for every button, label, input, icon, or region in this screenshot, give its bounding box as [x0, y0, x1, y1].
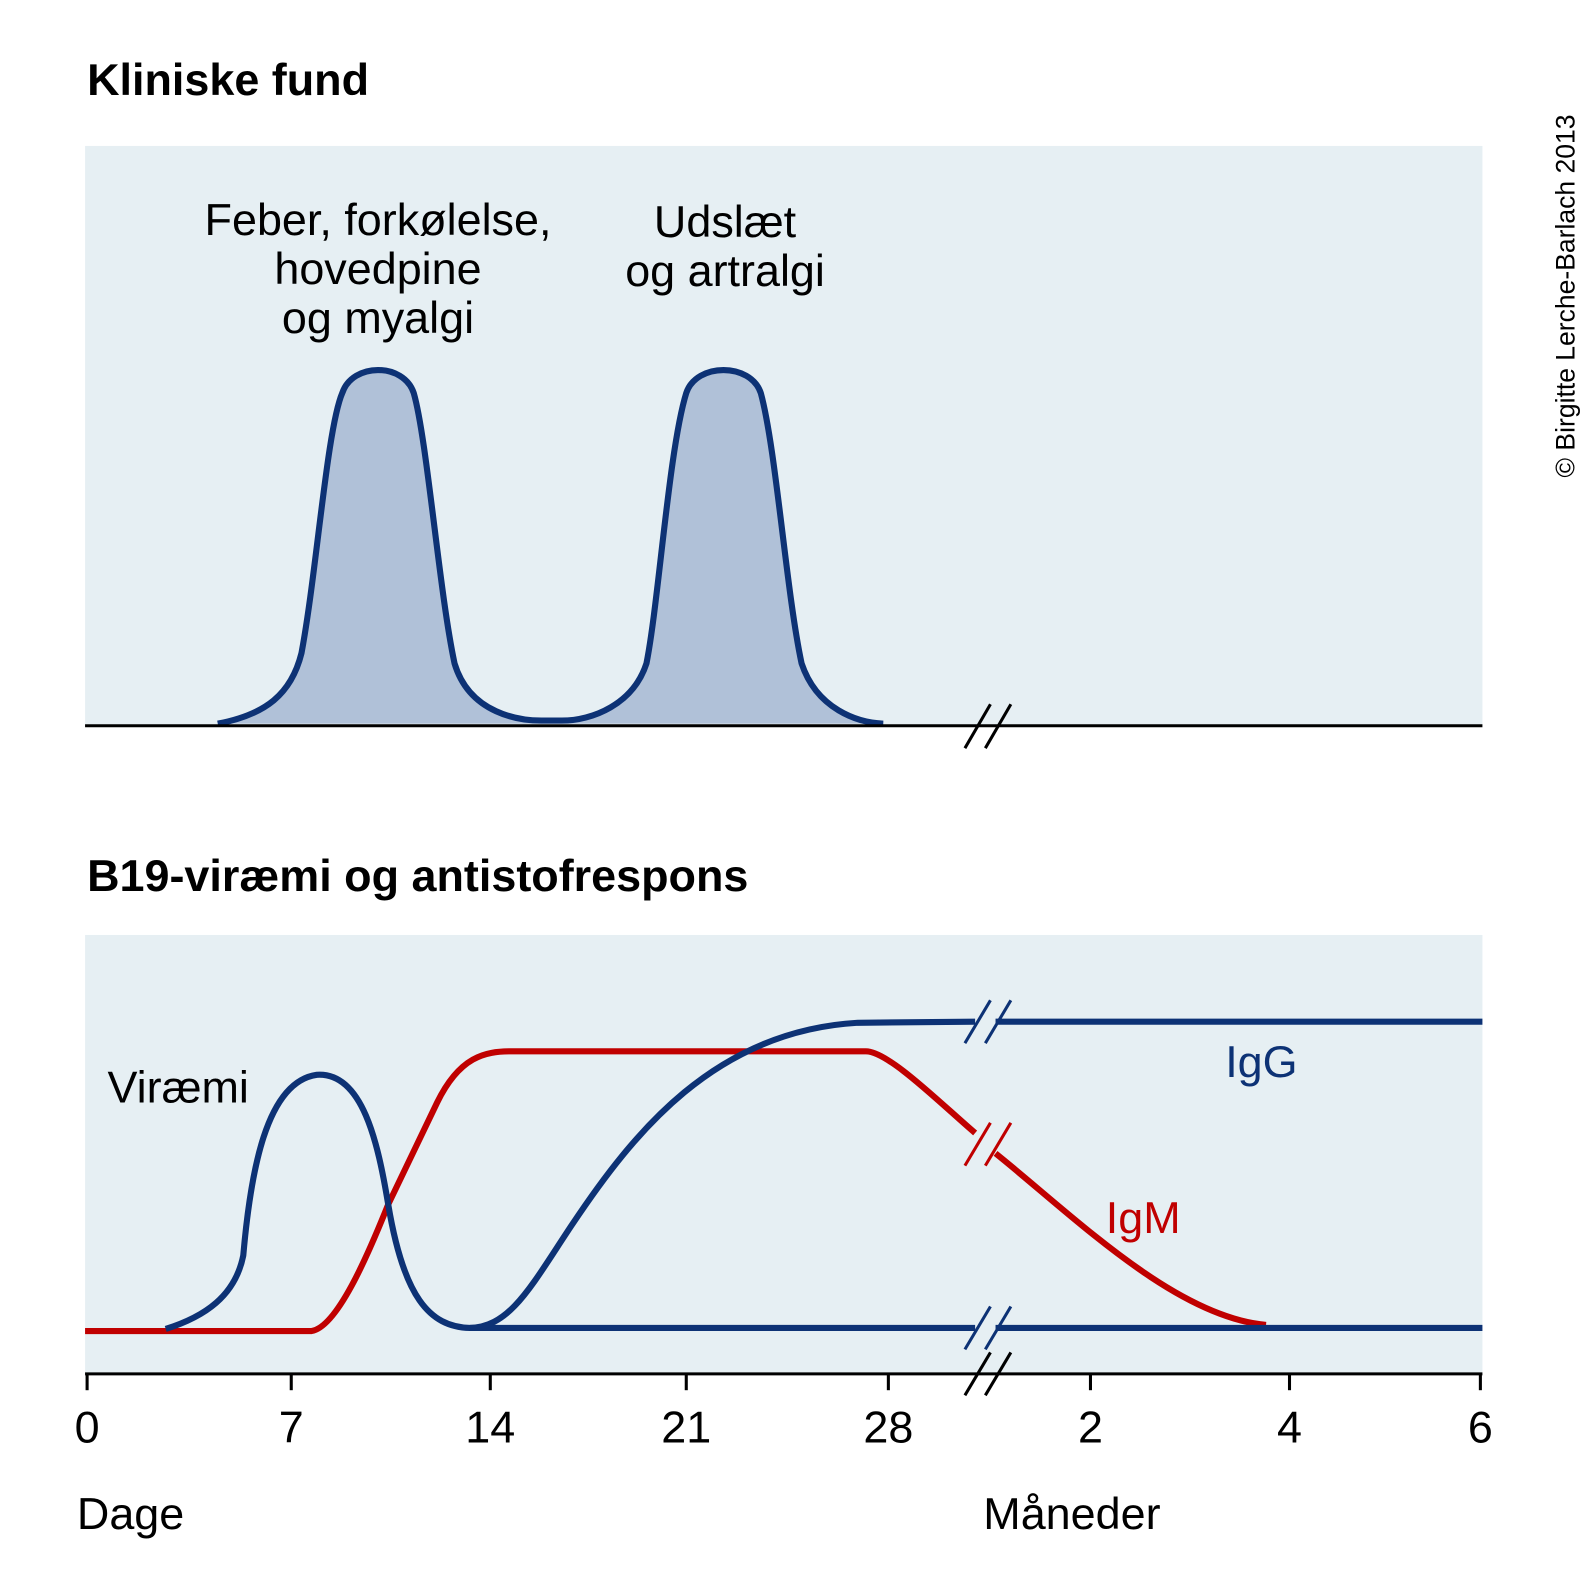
tick-label: 14 — [465, 1401, 515, 1452]
panel-title: Kliniske fund — [87, 54, 369, 105]
axis-break — [963, 703, 1013, 749]
annotation-line: hovedpine — [274, 243, 481, 294]
curve-label: Viræmi — [108, 1061, 249, 1112]
tick-label: 21 — [661, 1401, 711, 1452]
curve-label: IgM — [1106, 1192, 1181, 1243]
annotation-line: Feber, forkølelse, — [205, 194, 552, 245]
panel-background — [85, 934, 1483, 1374]
curves — [85, 1018, 1483, 1335]
symptom-curve — [217, 367, 884, 727]
annotation-line: og artralgi — [625, 245, 825, 296]
tick-label: 2 — [1078, 1401, 1103, 1452]
axis-title: Dage — [77, 1488, 184, 1539]
axis-title: Måneder — [983, 1488, 1160, 1539]
igm-curve — [85, 1048, 1267, 1335]
tick-label: 0 — [75, 1401, 100, 1452]
axis-break — [963, 999, 1013, 1397]
copyright: © Birgitte Lerche-Barlach 2013 — [1550, 115, 1580, 478]
curve-label: IgG — [1225, 1036, 1297, 1087]
annotation-line: og myalgi — [282, 292, 474, 343]
tick-label: 4 — [1277, 1401, 1302, 1452]
tick-label: 28 — [863, 1401, 913, 1452]
annotation-line: Udslæt — [654, 196, 797, 247]
viremia-curve — [164, 1071, 1483, 1332]
igg-curve — [469, 1018, 1483, 1332]
tick-label: 6 — [1468, 1401, 1493, 1452]
panel-title: B19-viræmi og antistofrespons — [87, 850, 748, 901]
tick-label: 7 — [279, 1401, 304, 1452]
